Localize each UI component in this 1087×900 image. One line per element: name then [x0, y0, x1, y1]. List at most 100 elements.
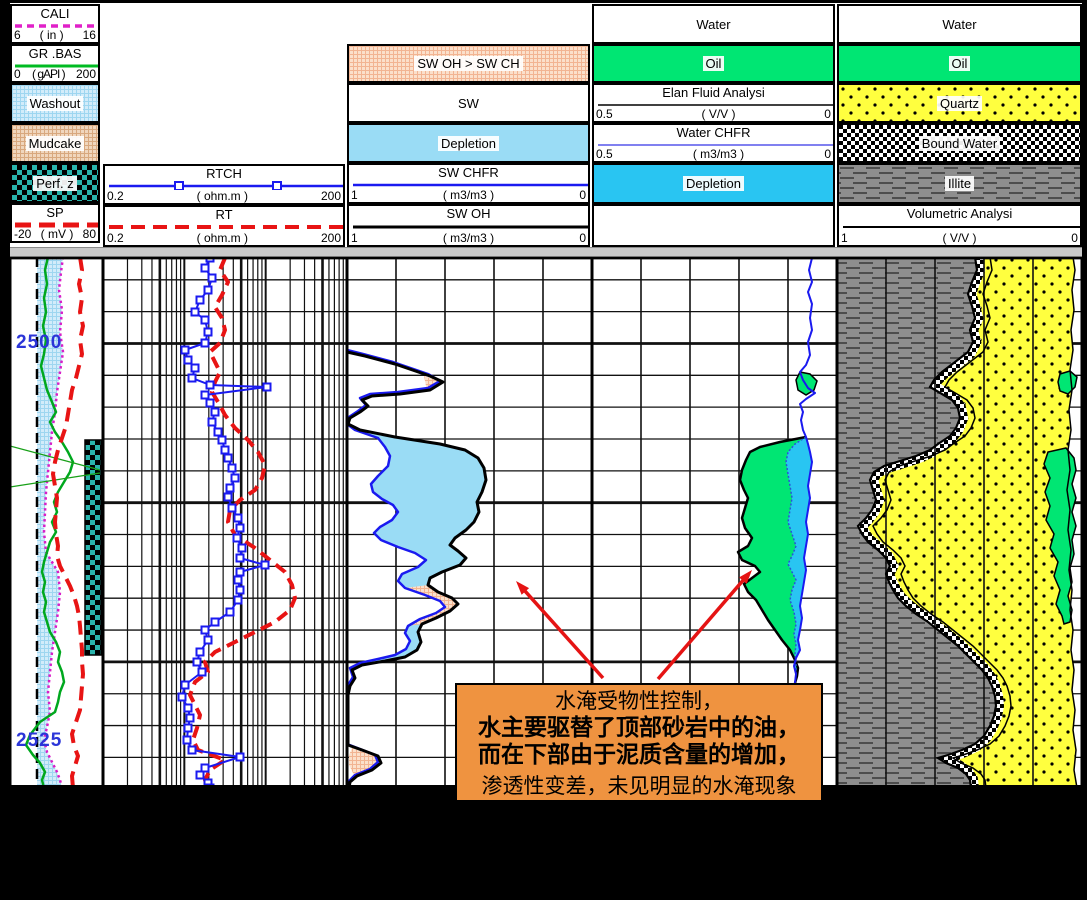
- volumetric-unit: ( V/V ): [942, 231, 977, 245]
- elan-line-sample: [598, 104, 833, 106]
- empty-legend-fluid: [592, 204, 835, 247]
- washout-legend: Washout: [10, 83, 100, 123]
- rtch-max: 200: [320, 189, 341, 203]
- rtch-min: 0.2: [107, 189, 124, 203]
- depletion-legend-fluid: Depletion: [592, 163, 835, 204]
- volumetric-scale: 1 ( V/V ) 0: [839, 232, 1080, 245]
- sp-line-sample: [15, 222, 98, 228]
- oil-label-vol: Oil: [948, 56, 971, 71]
- swchfr-scale: 1 ( m3/m3 ) 0: [349, 189, 588, 202]
- volumetric-line-sample: [843, 225, 1080, 228]
- cali-scale: 6 ( in ) 16: [12, 29, 98, 42]
- cali-curve-name: CALI: [40, 6, 70, 21]
- sp-curve-name: SP: [46, 205, 64, 220]
- gr-curve-name: GR .BAS: [28, 46, 82, 61]
- mudcake-legend: Mudcake: [10, 123, 100, 163]
- water-label-vol: Water: [939, 16, 980, 32]
- elan-min: 0.5: [596, 107, 613, 121]
- swoh-scale: 1 ( m3/m3 ) 0: [349, 232, 588, 245]
- waterchfr-min: 0.5: [596, 147, 613, 161]
- sp-scale: -20 ( mV ) 80: [12, 228, 98, 241]
- swoh-min: 1: [351, 231, 358, 245]
- swoh-max: 0: [579, 231, 586, 245]
- swoh-line-sample: [353, 225, 588, 228]
- waterchfr-unit: ( m3/m3 ): [692, 147, 745, 161]
- rtch-unit: ( ohm.m ): [196, 189, 248, 203]
- cali-line-sample: [15, 24, 98, 28]
- cali-max: 16: [82, 28, 96, 42]
- elan-max: 0: [824, 107, 831, 121]
- rt-max: 200: [320, 231, 341, 245]
- rt-unit: ( ohm.m ): [196, 231, 248, 245]
- waterchfr-curve-name: Water CHFR: [676, 125, 751, 140]
- rtch-curve-name: RTCH: [206, 166, 242, 181]
- annotation-line-4: 渗透性变差，未见明显的水淹现象: [481, 774, 797, 798]
- gr-max: 200: [75, 67, 96, 81]
- rtch-line-sample: [109, 181, 343, 190]
- elan-scale: 0.5 ( V/V ) 0: [594, 108, 833, 121]
- swchfr-min: 1: [351, 188, 358, 202]
- swoh-header: SW OH 1 ( m3/m3 ) 0: [347, 204, 590, 247]
- annotation-line-1: 水淹受物性控制，: [555, 689, 723, 713]
- header-plot-separator: [10, 247, 1082, 257]
- sp-header: SP -20 ( mV ) 80: [10, 203, 100, 243]
- cali-header: CALI 6 ( in ) 16: [10, 4, 100, 44]
- oil-legend-vol: Oil: [837, 44, 1082, 83]
- swdiff-legend: SW OH > SW CH: [347, 44, 590, 83]
- quartz-label: Quartz: [936, 95, 982, 111]
- boundwater-legend: Bound Water: [837, 123, 1082, 163]
- waterchfr-max: 0: [824, 147, 831, 161]
- perf-legend: Perf. z: [10, 163, 100, 203]
- annotation-line-2: 水主要驱替了顶部砂岩中的油，: [478, 714, 800, 740]
- quartz-legend: Quartz: [837, 83, 1082, 123]
- rt-min: 0.2: [107, 231, 124, 245]
- water-legend-vol: Water: [837, 4, 1082, 44]
- mudcake-label: Mudcake: [25, 135, 85, 151]
- oil-legend-fluid: Oil: [592, 44, 835, 83]
- sw-legend: SW: [347, 83, 590, 123]
- illite-legend: Illite: [837, 163, 1082, 204]
- annotation-box: 水淹受物性控制， 水主要驱替了顶部砂岩中的油， 而在下部由于泥质含量的增加， 渗…: [455, 683, 823, 802]
- swdiff-label: SW OH > SW CH: [414, 56, 523, 71]
- sp-unit: ( mV ): [40, 227, 74, 241]
- elan-curve-name: Elan Fluid Analysi: [662, 85, 765, 100]
- elan-header: Elan Fluid Analysi 0.5 ( V/V ) 0: [592, 83, 835, 123]
- rt-curve-name: RT: [215, 207, 233, 222]
- swchfr-line-sample: [353, 183, 588, 187]
- depletion-label-fluid: Depletion: [683, 176, 744, 191]
- rtch-header: RTCH 0.2 ( ohm.m ) 200: [103, 164, 345, 205]
- depletion-legend-sw: Depletion: [347, 123, 590, 163]
- volumetric-header: Volumetric Analysi 1 ( V/V ) 0: [837, 204, 1082, 247]
- washout-label: Washout: [26, 95, 84, 111]
- rt-line-sample: [109, 225, 343, 229]
- depletion-label-sw: Depletion: [438, 135, 499, 151]
- volumetric-min: 1: [841, 231, 848, 245]
- waterchfr-line-sample: [598, 144, 833, 146]
- elan-unit: ( V/V ): [701, 107, 736, 121]
- rtch-scale: 0.2 ( ohm.m ) 200: [105, 190, 343, 203]
- sp-min: -20: [14, 227, 32, 241]
- sw-label: SW: [455, 95, 482, 111]
- depth-label-2525: 2525: [16, 730, 63, 751]
- sp-max: 80: [82, 227, 96, 241]
- gr-min: 0: [14, 67, 21, 81]
- annotation-line-3: 而在下部由于泥质含量的增加，: [478, 741, 800, 767]
- waterchfr-scale: 0.5 ( m3/m3 ) 0: [594, 148, 833, 161]
- gr-scale: 0 ( gAPI ) 200: [12, 68, 98, 81]
- swchfr-curve-name: SW CHFR: [438, 165, 499, 180]
- rt-scale: 0.2 ( ohm.m ) 200: [105, 232, 343, 245]
- cali-min: 6: [14, 28, 21, 42]
- swoh-curve-name: SW OH: [446, 206, 491, 221]
- gr-unit: ( gAPI ): [31, 67, 66, 81]
- water-label-fluid: Water: [693, 16, 734, 32]
- volumetric-max: 0: [1071, 231, 1078, 245]
- cali-unit: ( in ): [39, 28, 64, 42]
- rt-header: RT 0.2 ( ohm.m ) 200: [103, 205, 345, 247]
- gr-line-sample: [15, 64, 98, 68]
- illite-label: Illite: [944, 176, 975, 191]
- gr-header: GR .BAS 0 ( gAPI ) 200: [10, 44, 100, 83]
- water-legend-fluid: Water: [592, 4, 835, 44]
- volumetric-name: Volumetric Analysi: [906, 206, 1013, 221]
- swoh-unit: ( m3/m3 ): [442, 231, 495, 245]
